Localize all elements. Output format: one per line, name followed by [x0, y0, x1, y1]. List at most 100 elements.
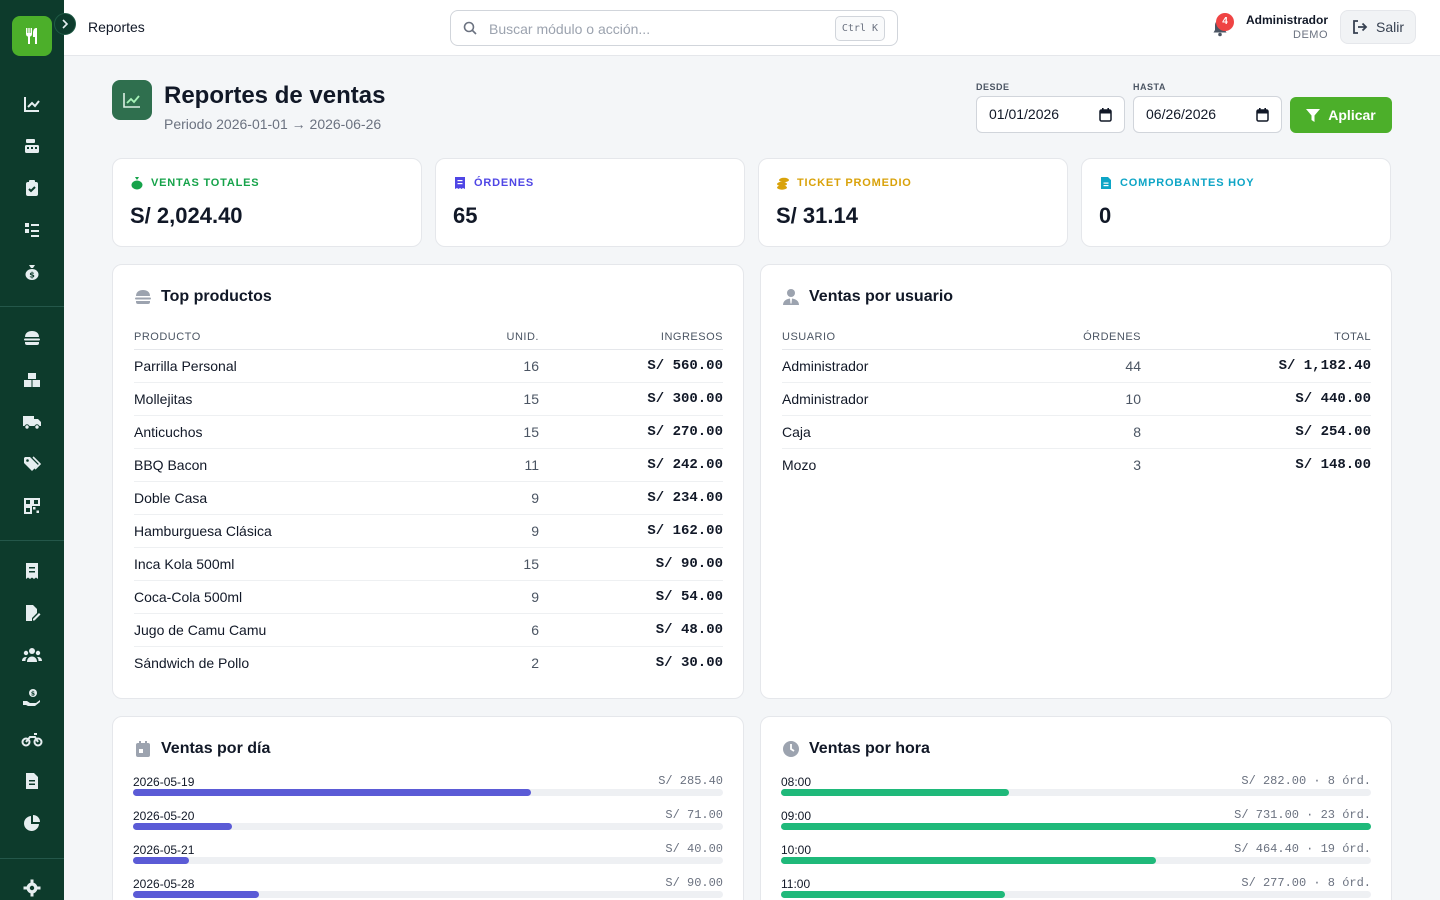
day-bar-row: 2026-05-28 S/ 90.00 [133, 876, 723, 900]
revenue: S/ 242.00 [539, 448, 723, 482]
product-name: Jugo de Camu Camu [134, 613, 434, 647]
clock-icon [783, 741, 799, 757]
pie-chart-icon[interactable] [20, 811, 44, 835]
sidebar-toggle-button[interactable] [54, 13, 76, 35]
to-date-input[interactable]: 06/26/2026 [1133, 96, 1282, 133]
product-name: Coca-Cola 500ml [134, 580, 434, 614]
units: 6 [434, 613, 539, 647]
table-row: BBQ Bacon 11 S/ 242.00 [134, 448, 723, 482]
kpi-value: S/ 2,024.40 [130, 203, 243, 228]
revenue: S/ 300.00 [539, 382, 723, 416]
money-bag-icon[interactable]: $ [20, 260, 44, 284]
sales-by-user-panel: Ventas por usuario USUARIO ÓRDENES TOTAL… [760, 264, 1392, 699]
product-name: Parrilla Personal [134, 349, 434, 383]
units: 11 [434, 448, 539, 482]
user-name: Administrador [782, 382, 1042, 416]
hour-label: 08:00 [781, 775, 812, 789]
calendar-icon[interactable] [1099, 108, 1112, 122]
day-bar-row: 2026-05-19 S/ 285.40 [133, 774, 723, 809]
bar-fill [781, 789, 1009, 796]
from-label: DESDE [976, 82, 1010, 92]
units: 15 [434, 415, 539, 449]
column-header: PRODUCTO [134, 325, 434, 350]
kpi-value: 0 [1099, 203, 1112, 228]
hand-holding-money-icon[interactable]: $ [20, 685, 44, 709]
apply-label: Aplicar [1328, 107, 1376, 123]
table-row: Administrador 10 S/ 440.00 [782, 382, 1371, 416]
filter-icon [1306, 108, 1321, 122]
fork-knife-logo-icon[interactable] [12, 16, 52, 56]
bar-fill [133, 823, 233, 830]
bar-track [781, 857, 1371, 864]
bar-track [133, 891, 723, 898]
day-label: 2026-05-21 [133, 843, 195, 857]
file-signature-icon[interactable] [20, 601, 44, 625]
day-value: S/ 71.00 [665, 808, 723, 822]
kpi-card-average-ticket: TICKET PROMEDIO S/ 31.14 [758, 158, 1068, 247]
settings-icon[interactable] [20, 876, 44, 900]
to-date-value: 06/26/2026 [1146, 106, 1217, 122]
apply-button[interactable]: Aplicar [1290, 97, 1392, 133]
svg-text:$: $ [31, 691, 35, 698]
column-header: INGRESOS [539, 325, 723, 350]
cash-register-icon[interactable] [20, 134, 44, 158]
burger-icon[interactable] [20, 326, 44, 350]
product-name: BBQ Bacon [134, 448, 434, 482]
chart-line-icon[interactable] [20, 92, 44, 116]
qr-code-icon[interactable] [20, 494, 44, 518]
revenue: S/ 90.00 [539, 547, 723, 581]
hour-label: 09:00 [781, 809, 812, 823]
kpi-label: VENTAS TOTALES [151, 177, 260, 189]
receipt-icon[interactable] [20, 559, 44, 583]
product-name: Hamburguesa Clásica [134, 514, 434, 548]
from-date-input[interactable]: 01/01/2026 [976, 96, 1125, 133]
truck-icon[interactable] [20, 410, 44, 434]
top-products-panel: Top productos PRODUCTO UNID. INGRESOS Pa… [112, 264, 744, 699]
top-products-table: PRODUCTO UNID. INGRESOS Parrilla Persona… [134, 325, 723, 679]
sales-by-hour-panel: Ventas por hora 08:00 S/ 282.00 · 8 órd.… [760, 716, 1392, 900]
tags-icon[interactable] [20, 452, 44, 476]
column-header: USUARIO [782, 325, 1042, 350]
checklist-icon[interactable] [20, 218, 44, 242]
search-input[interactable] [489, 18, 819, 40]
column-header: ÓRDENES [1042, 325, 1141, 350]
product-name: Mollejitas [134, 382, 434, 416]
hour-bar-row: 11:00 S/ 277.00 · 8 órd. [781, 876, 1371, 900]
boxes-icon[interactable] [20, 368, 44, 392]
period-subtitle: Periodo 2026-01-01 → 2026-06-26 [164, 116, 382, 132]
total: S/ 440.00 [1141, 382, 1371, 416]
units: 15 [434, 547, 539, 581]
kpi-label: ÓRDENES [474, 177, 534, 189]
bar-fill [781, 823, 1371, 830]
hour-value: S/ 464.40 · 19 órd. [1234, 842, 1371, 856]
from-date-value: 01/01/2026 [989, 106, 1060, 122]
clipboard-check-icon[interactable] [20, 176, 44, 200]
panel-title: Ventas por usuario [809, 288, 954, 305]
day-value: S/ 40.00 [665, 842, 723, 856]
sidebar-divider [0, 858, 64, 859]
product-name: Anticuchos [134, 415, 434, 449]
kpi-value: S/ 31.14 [776, 203, 858, 228]
revenue: S/ 270.00 [539, 415, 723, 449]
sales-by-day-panel: Ventas por día 2026-05-19 S/ 285.40 2026… [112, 716, 744, 900]
day-bar-row: 2026-05-20 S/ 71.00 [133, 808, 723, 843]
table-row: Mozo 3 S/ 148.00 [782, 448, 1371, 481]
coins-icon [777, 177, 789, 190]
logout-button[interactable]: Salir [1340, 10, 1416, 44]
topbar: Reportes Ctrl K 4 Administrador DEMO Sal… [64, 0, 1440, 56]
kpi-label: TICKET PROMEDIO [797, 177, 912, 189]
calendar-icon[interactable] [1256, 108, 1269, 122]
motorcycle-icon[interactable] [20, 727, 44, 751]
table-row: Hamburguesa Clásica 9 S/ 162.00 [134, 514, 723, 548]
table-row: Sándwich de Pollo 2 S/ 30.00 [134, 646, 723, 679]
search-box[interactable]: Ctrl K [450, 10, 898, 46]
kpi-value: 65 [453, 203, 478, 228]
file-icon [1101, 177, 1111, 189]
file-icon[interactable] [20, 769, 44, 793]
bar-track [781, 891, 1371, 898]
orders: 8 [1042, 415, 1141, 449]
sign-out-icon [1353, 20, 1368, 34]
breadcrumb[interactable]: Reportes [88, 19, 145, 35]
users-icon[interactable] [20, 643, 44, 667]
orders: 44 [1042, 349, 1141, 383]
